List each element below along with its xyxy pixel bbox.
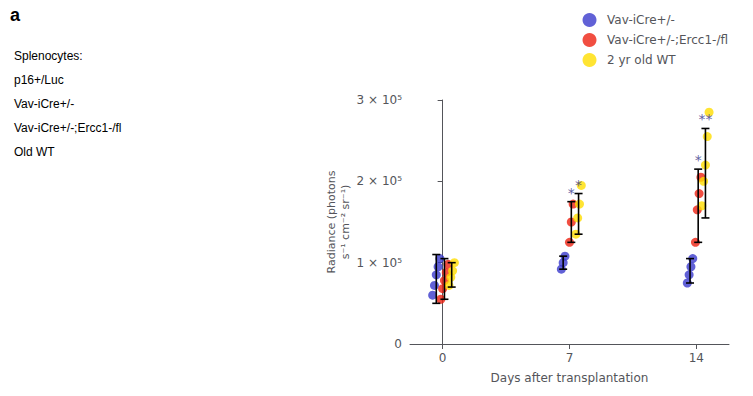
svg-text:7: 7	[566, 351, 574, 365]
svg-text:Radiance (photons: Radiance (photons	[325, 170, 338, 273]
svg-text:*: *	[568, 185, 575, 201]
svg-text:a: a	[10, 5, 21, 25]
svg-text:**: **	[698, 111, 712, 127]
svg-text:2 × 10⁵: 2 × 10⁵	[357, 174, 403, 188]
svg-text:*: *	[695, 152, 702, 168]
svg-text:Old WT: Old WT	[14, 145, 55, 159]
svg-text:Days after transplantation: Days after transplantation	[491, 371, 649, 385]
svg-text:3 × 10⁵: 3 × 10⁵	[357, 93, 403, 107]
svg-text:0: 0	[394, 337, 402, 351]
svg-text:p16+/Luc: p16+/Luc	[14, 73, 64, 87]
svg-text:0: 0	[439, 351, 447, 365]
svg-text:Vav-iCre+/-;Ercc1-/fl: Vav-iCre+/-;Ercc1-/fl	[607, 33, 728, 47]
svg-text:Vav-iCre+/-: Vav-iCre+/-	[607, 13, 675, 27]
svg-text:2 yr old WT: 2 yr old WT	[607, 53, 676, 67]
svg-text:14: 14	[689, 351, 704, 365]
svg-text:*: *	[575, 177, 582, 193]
svg-text:s⁻¹ cm⁻² sr⁻¹): s⁻¹ cm⁻² sr⁻¹)	[339, 185, 352, 260]
svg-text:Vav-iCre+/-: Vav-iCre+/-	[14, 97, 74, 111]
svg-text:1 × 10⁵: 1 × 10⁵	[357, 256, 403, 270]
svg-text:Vav-iCre+/-;Ercc1-/fl: Vav-iCre+/-;Ercc1-/fl	[14, 121, 121, 135]
svg-text:Splenocytes:: Splenocytes:	[14, 49, 83, 63]
